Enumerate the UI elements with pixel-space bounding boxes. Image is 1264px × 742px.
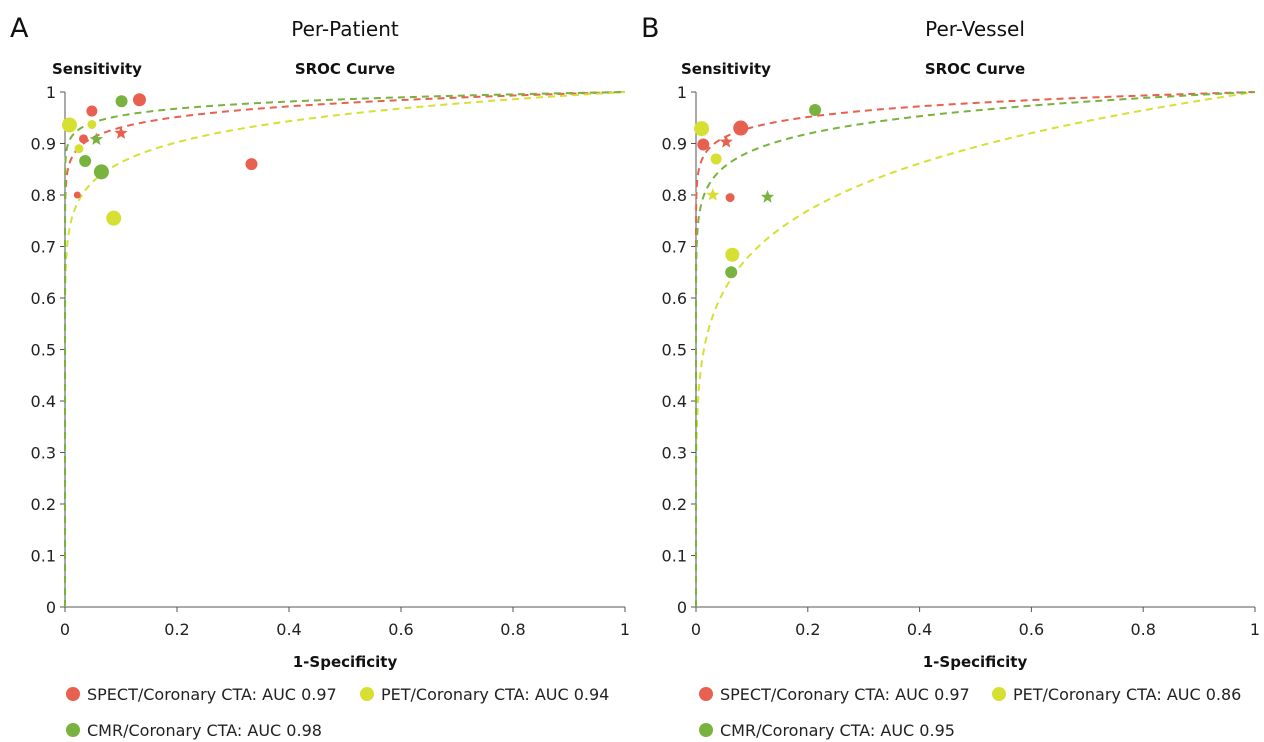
panel-b-legend: SPECT/Coronary CTA: AUC 0.97 PET/Coronar… [699, 685, 1241, 740]
x-tick-label: 1 [1250, 620, 1260, 639]
panel-a-plot-area: 0 0.1 0.2 0.3 0.4 0.5 0.6 0.7 0.8 0.9 1 0 0.2 0.4 0.6 0… [31, 83, 631, 639]
study-point-pet [87, 119, 97, 129]
y-tick-label: 0 [46, 598, 56, 617]
legend-marker-cmr [66, 723, 80, 737]
study-point-pet [710, 153, 722, 165]
panel-a-xlabel: 1-Specificity [293, 653, 398, 671]
panel-a: A Per-Patient Sensitivity SROC Curve 0 0.… [10, 13, 630, 740]
study-point-cmr [93, 164, 109, 180]
sroc-curve-cmr [64, 91, 626, 607]
study-point-spect [73, 191, 81, 199]
y-tick-label: 0.6 [31, 289, 56, 308]
y-tick-label: 0.3 [662, 444, 687, 463]
y-tick-label: 0.9 [662, 135, 687, 154]
y-tick-label: 0.8 [31, 186, 56, 205]
summary-point-spect [719, 134, 733, 148]
y-tick-label: 0.6 [662, 289, 687, 308]
x-tick-label: 0.4 [276, 620, 301, 639]
y-tick-label: 0.2 [31, 495, 56, 514]
study-point-spect [725, 193, 735, 203]
y-tick-label: 0.9 [31, 135, 56, 154]
x-tick-label: 0.2 [164, 620, 189, 639]
legend-label-pet: PET/Coronary CTA: AUC 0.94 [381, 685, 609, 704]
panel-a-ylabel: Sensitivity [52, 60, 142, 78]
study-point-pet [725, 247, 740, 262]
y-tick-label: 0.7 [31, 238, 56, 257]
legend-label-spect: SPECT/Coronary CTA: AUC 0.97 [720, 685, 970, 704]
panel-b-title: Per-Vessel [925, 17, 1025, 41]
panel-a-legend: SPECT/Coronary CTA: AUC 0.97 PET/Coronar… [66, 685, 609, 740]
legend-label-cmr: CMR/Coronary CTA: AUC 0.95 [720, 721, 955, 740]
y-tick-label: 0.4 [662, 392, 687, 411]
sroc-curve-cmr [695, 91, 1256, 607]
summary-point-spect [114, 126, 128, 139]
sroc-curve-spect [64, 91, 626, 607]
y-tick-label: 0 [677, 598, 687, 617]
panel-a-subtitle: SROC Curve [295, 60, 395, 78]
x-tick-label: 0.4 [907, 620, 932, 639]
x-tick-label: 0.2 [795, 620, 820, 639]
x-tick-label: 0.8 [1130, 620, 1155, 639]
study-point-spect [697, 138, 710, 151]
y-tick-label: 0.3 [31, 444, 56, 463]
panel-b-plot-area: 0 0.1 0.2 0.3 0.4 0.5 0.6 0.7 0.8 0.9 1 0 0.2 0.4 0.6 0… [662, 83, 1261, 639]
panel-b-ylabel: Sensitivity [681, 60, 771, 78]
panel-letter-b: B [641, 13, 660, 44]
study-point-pet [74, 144, 84, 154]
panel-b-subtitle: SROC Curve [925, 60, 1025, 78]
y-tick-label: 0.7 [662, 238, 687, 257]
study-point-cmr [725, 266, 738, 279]
sroc-curve-pet [64, 91, 626, 607]
y-tick-label: 0.1 [31, 547, 56, 566]
study-point-spect [733, 120, 749, 136]
summary-point-cmr [89, 132, 104, 146]
y-tick-label: 0.1 [662, 547, 687, 566]
legend-marker-spect [699, 687, 713, 701]
study-point-cmr [809, 104, 822, 117]
study-point-cmr [79, 155, 92, 168]
panel-a-title: Per-Patient [291, 17, 399, 41]
y-tick-label: 0.5 [662, 341, 687, 360]
study-point-cmr [115, 95, 128, 108]
study-point-spect [245, 158, 258, 171]
x-tick-label: 1 [620, 620, 630, 639]
x-tick-label: 0.6 [388, 620, 413, 639]
legend-marker-pet [992, 687, 1006, 701]
y-tick-label: 0.4 [31, 392, 56, 411]
study-point-pet [61, 117, 77, 133]
y-tick-label: 0.8 [662, 186, 687, 205]
legend-marker-cmr [699, 723, 713, 737]
study-point-spect [86, 105, 98, 117]
legend-marker-spect [66, 687, 80, 701]
panel-b: B Per-Vessel Sensitivity SROC Curve 0 0.1… [641, 13, 1260, 740]
study-point-pet [106, 210, 122, 226]
panel-b-xlabel: 1-Specificity [923, 653, 1028, 671]
y-tick-label: 1 [677, 83, 687, 102]
legend-label-pet: PET/Coronary CTA: AUC 0.86 [1013, 685, 1241, 704]
y-tick-label: 0.5 [31, 341, 56, 360]
sroc-curve-pet [695, 91, 1256, 607]
x-tick-label: 0 [60, 620, 70, 639]
panel-letter-a: A [10, 13, 29, 44]
axis-lines [64, 92, 625, 608]
y-tick-label: 1 [46, 83, 56, 102]
sroc-curve-spect [695, 91, 1256, 607]
x-tick-label: 0 [691, 620, 701, 639]
study-point-spect [132, 93, 146, 107]
x-tick-label: 0.8 [500, 620, 525, 639]
study-point-pet [694, 121, 710, 137]
summary-point-cmr [760, 190, 775, 203]
y-tick-label: 0.2 [662, 495, 687, 514]
legend-label-spect: SPECT/Coronary CTA: AUC 0.97 [87, 685, 337, 704]
axis-lines [695, 92, 1255, 608]
study-point-spect [78, 134, 88, 144]
summary-point-pet [706, 188, 720, 201]
x-tick-label: 0.6 [1019, 620, 1044, 639]
legend-label-cmr: CMR/Coronary CTA: AUC 0.98 [87, 721, 322, 740]
legend-marker-pet [360, 687, 374, 701]
